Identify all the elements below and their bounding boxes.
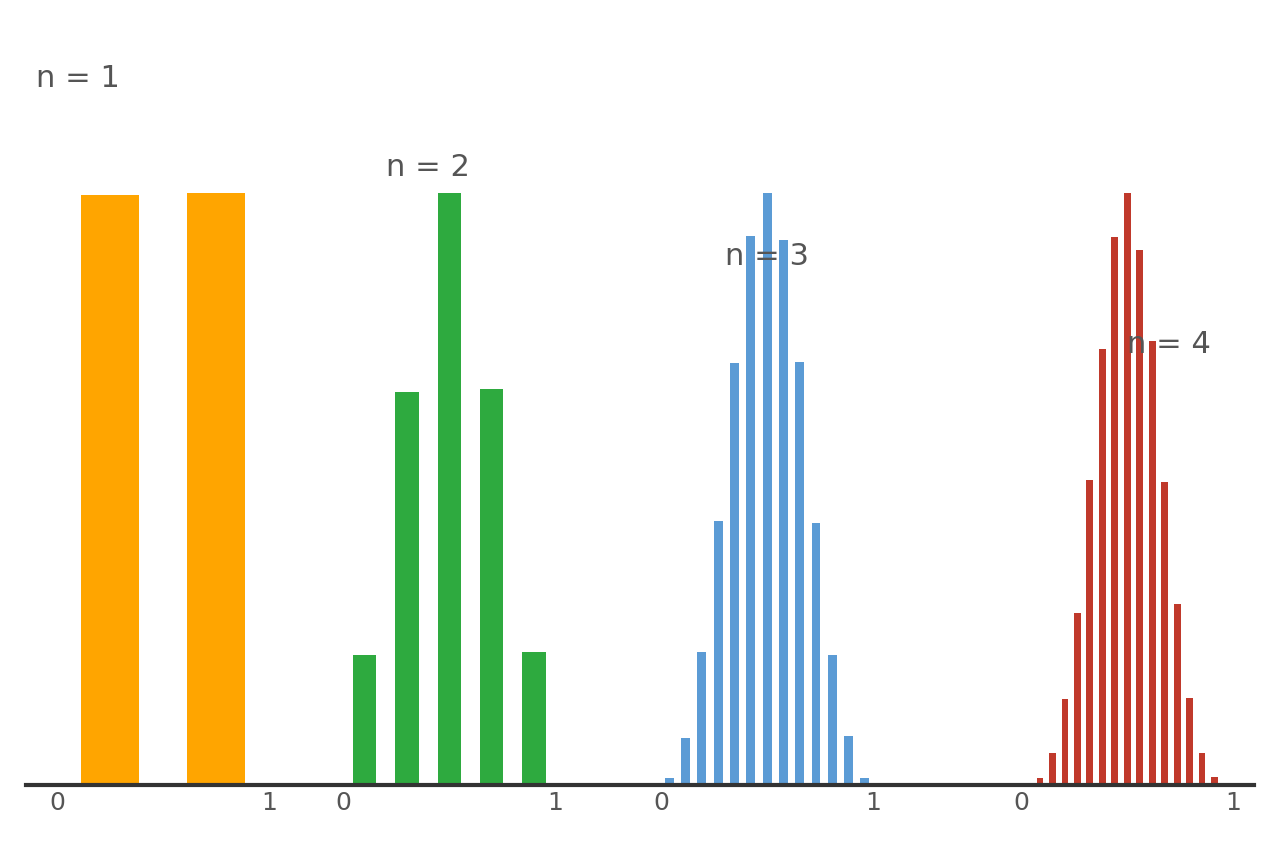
Bar (1124, 194, 1130, 785)
Text: n = 4: n = 4 (1128, 330, 1211, 359)
Text: n = 3: n = 3 (724, 241, 809, 270)
Bar (730, 363, 739, 785)
Bar (1050, 752, 1056, 785)
Bar (828, 656, 837, 785)
Bar (698, 652, 707, 785)
Bar (844, 736, 852, 785)
Text: n = 1: n = 1 (36, 64, 120, 93)
Bar (1148, 341, 1156, 785)
Bar (1198, 753, 1206, 785)
Bar (81, 196, 140, 785)
Bar (480, 390, 503, 785)
Bar (1137, 251, 1143, 785)
Bar (1061, 699, 1069, 785)
Bar (1187, 698, 1193, 785)
Bar (681, 738, 690, 785)
Bar (664, 779, 673, 785)
Bar (860, 778, 869, 785)
Bar (714, 521, 723, 785)
Bar (1037, 778, 1043, 785)
Bar (746, 236, 755, 785)
Bar (1111, 238, 1119, 785)
Bar (1211, 777, 1219, 785)
Bar (522, 652, 545, 785)
Bar (795, 363, 804, 785)
Bar (812, 523, 820, 785)
Bar (780, 241, 788, 785)
Bar (763, 194, 772, 785)
Bar (396, 392, 419, 785)
Bar (1074, 613, 1080, 785)
Text: n = 2: n = 2 (385, 153, 470, 182)
Bar (1161, 483, 1169, 785)
Bar (1087, 480, 1093, 785)
Bar (1100, 349, 1106, 785)
Bar (1174, 604, 1180, 785)
Bar (187, 194, 246, 785)
Bar (438, 194, 461, 785)
Bar (353, 655, 376, 785)
